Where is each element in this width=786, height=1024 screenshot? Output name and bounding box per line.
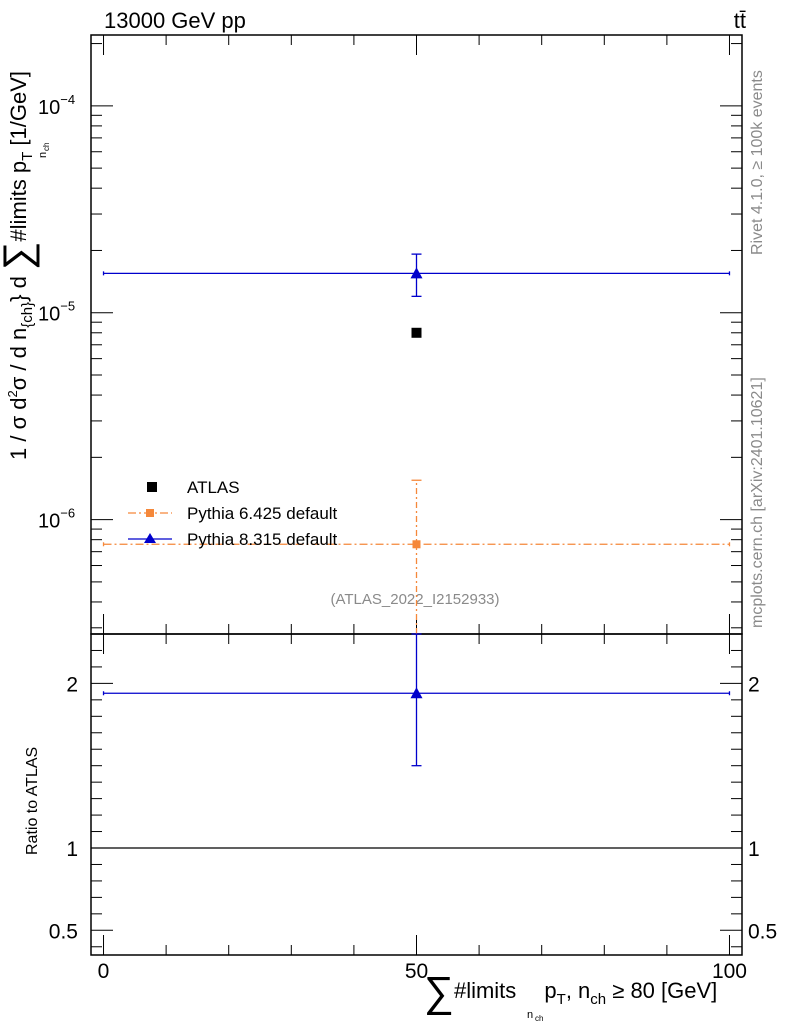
main-point-pythia-8-315-default: [410, 267, 423, 279]
legend-marker-pythia6: [146, 509, 154, 517]
x-tick-label: 50: [405, 960, 428, 983]
mcplots-source-label: mcplots.cern.ch [arXiv:2401.10621]: [749, 377, 766, 628]
ratio-series-marks: [102, 633, 731, 767]
ratio-y-tick-label-left: 1: [66, 838, 78, 861]
svg-text:ch: ch: [535, 1014, 543, 1023]
x-tick-label: 0: [98, 960, 110, 983]
svg-text:1 / σ d2σ / d n{ch}} d ∑#limit: 1 / σ d2σ / d n{ch}} d ∑#limits pT [1/Ge…: [0, 71, 40, 460]
legend-marker-pythia8: [144, 533, 156, 543]
header-process-label: tt̄: [734, 8, 746, 33]
x-tick-label: 100: [712, 960, 747, 983]
ratio-y-tick-label-right: 2: [748, 673, 760, 696]
ratio-y-tick-label-right: 0.5: [748, 920, 777, 943]
main-y-tick-label: 10−5: [38, 299, 75, 326]
main-point-atlas: [411, 327, 422, 338]
rivet-version-label: Rivet 4.1.0, ≥ 100k events: [749, 70, 766, 255]
svg-text:n: n: [527, 1009, 533, 1021]
svg-text:n: n: [37, 152, 49, 158]
ratio-axis-ticks: 2 2 1 1 0.5 0.5 0 50 100: [49, 633, 777, 983]
legend: ATLAS Pythia 6.425 default Pythia 8.315 …: [128, 478, 338, 549]
legend-label-pythia6: Pythia 6.425 default: [187, 504, 338, 523]
svg-text:∑#limits pT, nch ≥ 80 [GeV]: ∑#limits pT, nch ≥ 80 [GeV]: [424, 968, 717, 1015]
ratio-y-tick-label-left: 0.5: [49, 920, 78, 943]
ratio-y-axis-label: Ratio to ATLAS: [24, 747, 41, 855]
main-series-marks: [102, 253, 731, 634]
main-axis-ticks: 10−4 10−5 10−6: [38, 35, 742, 634]
main-point-pythia-6-425-default: [412, 540, 421, 549]
ratio-point-pythia-8-315-default: [410, 687, 423, 699]
analysis-watermark: (ATLAS_2022_I2152933): [330, 591, 499, 608]
legend-label-pythia8: Pythia 8.315 default: [187, 530, 338, 549]
main-y-tick-label: 10−4: [38, 92, 75, 119]
main-y-axis-label: 1 / σ d2σ / d n{ch}} d ∑#limits pT [1/Ge…: [0, 71, 51, 460]
ratio-y-tick-label-left: 2: [66, 673, 78, 696]
header-energy-label: 13000 GeV pp: [104, 8, 246, 33]
legend-label-atlas: ATLAS: [187, 478, 240, 497]
x-axis-label: ∑#limits pT, nch ≥ 80 [GeV] n ch: [424, 968, 717, 1023]
main-y-tick-label: 10−6: [38, 506, 75, 533]
ratio-y-tick-label-right: 1: [748, 838, 760, 861]
svg-text:ch: ch: [42, 143, 51, 151]
legend-marker-atlas: [147, 482, 157, 492]
